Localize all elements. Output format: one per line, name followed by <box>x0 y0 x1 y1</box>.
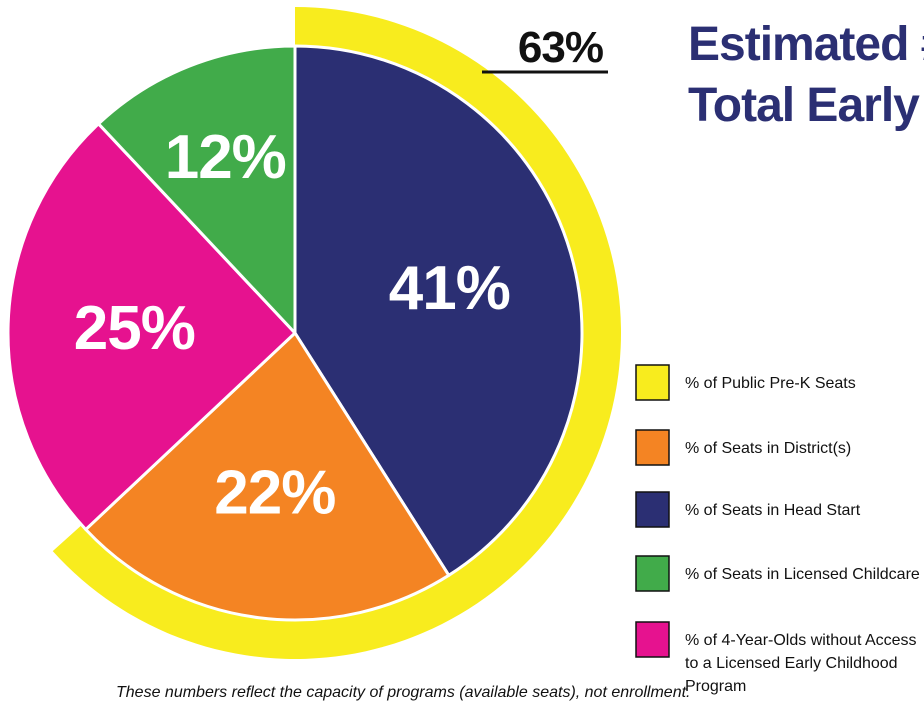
footnote: These numbers reflect the capacity of pr… <box>116 684 691 701</box>
slice-label-of-seats-in-head-start: 41% <box>389 254 510 323</box>
slice-label-of-4-year-olds-without-access-to-a-licensed-early-childhood-program: 25% <box>74 294 195 363</box>
pie-slice-labels: 41% 22% 25% 12% <box>74 123 511 528</box>
chart-title: Estimated # o Total Early Ch <box>688 18 924 132</box>
legend-swatch-5 <box>635 621 670 658</box>
legend: % of Public Pre-K Seats % of Seats in Dis… <box>635 364 920 695</box>
legend-label-2-line-1: % of Seats in District(s) <box>685 440 851 457</box>
slice-of-seats-in-head-start <box>293 44 584 577</box>
slice-of-4-year-olds-without-access-to-a-licensed-early-childhood-program <box>6 122 297 531</box>
legend-label-5-line-3: Program <box>685 678 746 695</box>
slice-of-seats-in-licensed-childcare <box>97 44 297 335</box>
legend-label-1-line-1: % of Public Pre-K Seats <box>685 375 856 392</box>
pie-slices <box>6 44 584 622</box>
ring-value-label: 63% <box>518 23 603 72</box>
slice-label-of-seats-in-district-s: 22% <box>214 458 335 527</box>
slice-label-of-seats-in-licensed-childcare: 12% <box>165 123 286 192</box>
chart-title-line-2: Total Early Ch <box>688 79 924 132</box>
legend-swatch-4 <box>635 555 670 592</box>
ring-callout: 63% <box>482 23 608 74</box>
legend-label-3-line-1: % of Seats in Head Start <box>685 502 861 519</box>
legend-swatch-1 <box>635 364 670 401</box>
chart-title-line-1: Estimated # o <box>688 18 924 71</box>
legend-swatch-3 <box>635 491 670 528</box>
legend-label-5-line-2: to a Licensed Early Childhood <box>685 655 898 672</box>
legend-swatch-2 <box>635 429 670 466</box>
legend-label-4-line-1: % of Seats in Licensed Childcare <box>685 566 920 583</box>
slice-of-seats-in-district-s <box>84 331 451 622</box>
legend-label-5-line-1: % of 4-Year-Olds without Access <box>685 632 917 649</box>
